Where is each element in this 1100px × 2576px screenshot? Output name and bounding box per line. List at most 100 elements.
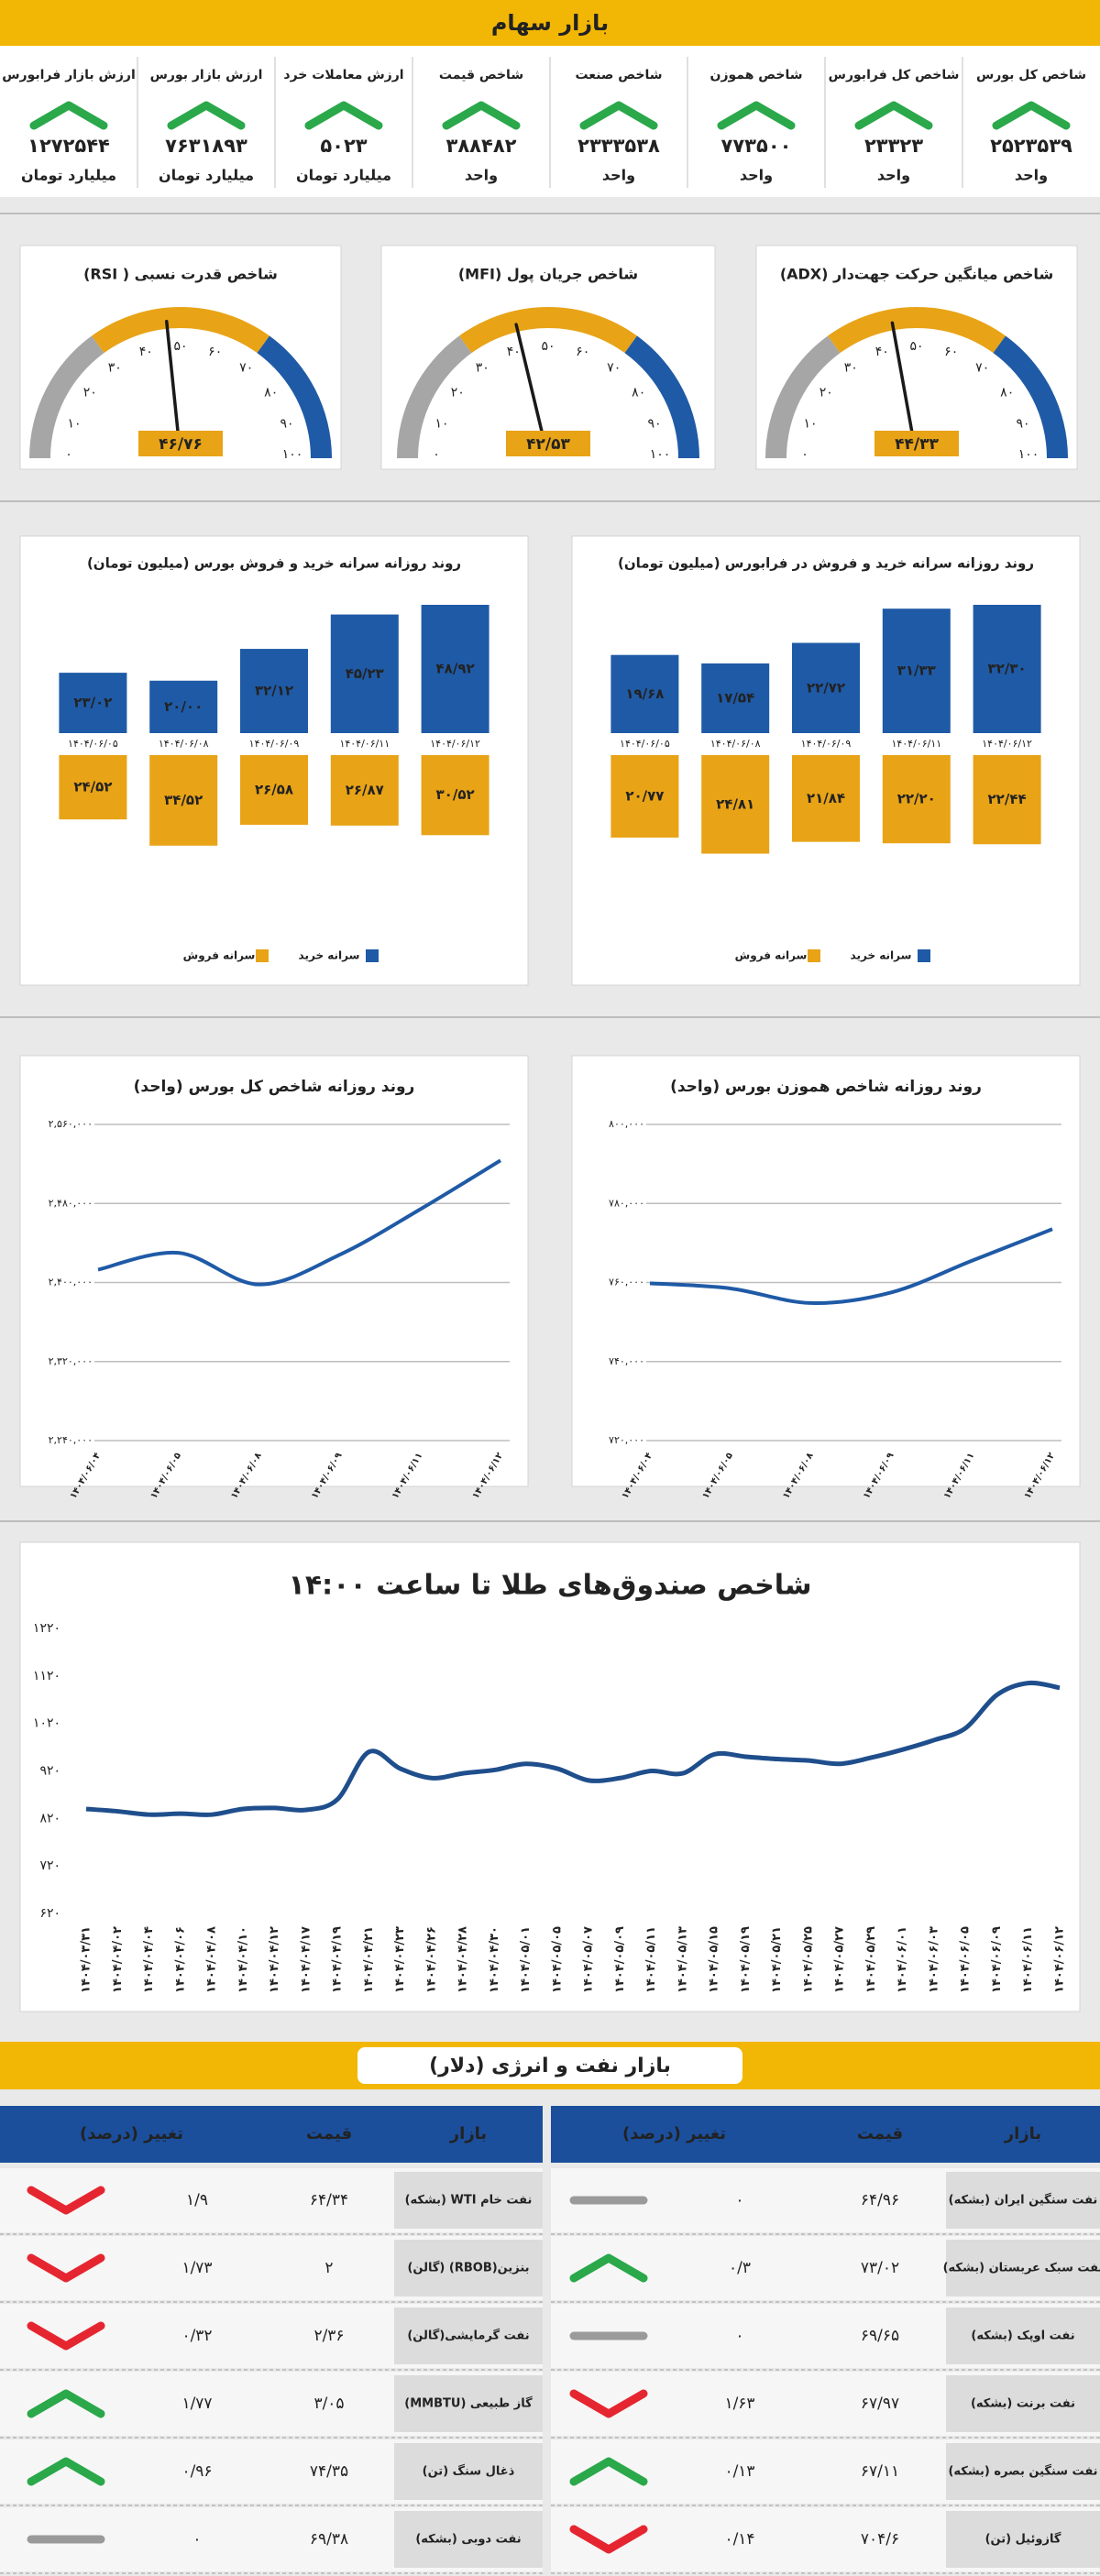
- table-header: [551, 2106, 1100, 2163]
- x-tick-label: ۱۴۰۴/۰۶/۱۱: [339, 738, 390, 750]
- gauge-tick-label: ۹۰: [280, 416, 294, 431]
- bar-value-label: ۲۴/۵۲: [73, 779, 112, 795]
- index-value: ۷۷۳۵۰۰: [721, 135, 792, 157]
- legend-swatch: [918, 949, 930, 962]
- change: ۱/۹: [186, 2191, 208, 2209]
- gauge-tick-label: ۶۰: [576, 345, 589, 359]
- gauge-value: ۴۴/۳۳: [895, 435, 939, 454]
- x-tick-label: ۱۴۰۴/۰۵/۰۹: [613, 1926, 627, 1993]
- price: ۲: [324, 2259, 333, 2277]
- x-tick-label: ۱۴۰۴/۰۴/۱۲: [268, 1926, 281, 1993]
- bar-value-label: ۳۱/۳۳: [897, 663, 936, 679]
- x-tick-label: ۱۴۰۴/۰۴/۰۴: [142, 1926, 156, 1993]
- index-value: ۳۸۸۴۸۲: [446, 135, 517, 157]
- change: ۱/۷۳: [182, 2259, 212, 2277]
- gauge-tick-label: ۹۰: [648, 416, 662, 431]
- change: ۰: [192, 2530, 201, 2549]
- x-tick-label: ۱۴۰۴/۰۶/۱۱: [891, 738, 941, 750]
- trend-arrow-up: [27, 2457, 105, 2486]
- index-name: ارزش بازار فرابورس: [2, 68, 136, 82]
- bar: [792, 755, 860, 842]
- y-tick-label: ۲,۴۸۰,۰۰۰: [49, 1197, 93, 1209]
- legend-label: سرانه فروش: [735, 949, 808, 963]
- header-bar: [0, 0, 1100, 46]
- y-tick-label: ۲,۲۴۰,۰۰۰: [49, 1434, 93, 1446]
- gauge-value-box: [874, 431, 959, 456]
- trend-arrow-up: [992, 101, 1071, 130]
- y-tick-label: ۱۰۲۰: [33, 1716, 60, 1731]
- index-unit: واحد: [602, 167, 635, 184]
- index-unit: میلیارد تومان: [159, 167, 254, 184]
- market-name: نفت سبک عربستان (بشکه): [943, 2262, 1100, 2275]
- bar: [973, 605, 1041, 733]
- index-unit: واحد: [1015, 167, 1048, 184]
- index-unit: واحد: [877, 167, 910, 184]
- market-cell: [394, 2375, 543, 2432]
- bar-value-label: ۲۰/۷۷: [625, 788, 664, 805]
- bar: [240, 649, 308, 733]
- index-name: شاخص قیمت: [439, 68, 523, 82]
- bar-value-label: ۳۲/۳۰: [988, 661, 1027, 677]
- bar-value-label: ۲۰/۰۰: [164, 698, 203, 715]
- bar: [610, 654, 679, 733]
- bar: [882, 755, 951, 844]
- market-name: ذغال سنگ (تن): [423, 2464, 515, 2479]
- gauge-band: [828, 307, 1006, 354]
- gauge-tick-label: ۱۰۰: [650, 447, 671, 462]
- x-tick-label: ۱۴۰۴/۰۵/۰۵: [550, 1926, 564, 1993]
- gauge-tick-label: ۴۰: [875, 345, 889, 359]
- bar-value-label: ۳۰/۵۲: [436, 786, 475, 803]
- index-value: ۵۰۲۳: [320, 135, 367, 157]
- price: ۶۷/۹۷: [861, 2395, 899, 2413]
- x-tick-label: ۱۴۰۴/۰۶/۱۲: [1053, 1926, 1067, 1993]
- x-tick-label: ۱۴۰۴/۰۶/۰۱: [896, 1926, 909, 1993]
- market-name: گازوئیل (تن): [985, 2532, 1062, 2547]
- chart-title: شاخص صندوق‌های طلا تا ساعت ۱۴:۰۰: [289, 1570, 812, 1602]
- market-cell: [946, 2375, 1100, 2432]
- gauge-value: ۴۲/۵۳: [526, 435, 570, 454]
- x-tick-label: ۱۴۰۴/۰۵/۰۱: [519, 1926, 533, 1993]
- change: ۰: [735, 2191, 743, 2209]
- bar: [701, 663, 770, 733]
- gauge-tick-label: ۰: [65, 447, 72, 462]
- change: ۰/۱۳: [724, 2462, 754, 2481]
- x-tick-label: ۱۴۰۴/۰۶/۰۵: [68, 738, 118, 750]
- x-tick-label: ۱۴۰۴/۰۵/۱۳: [676, 1926, 689, 1993]
- chart-title: روند روزانه شاخص هموزن بورس (واحد): [670, 1078, 982, 1096]
- bar: [973, 755, 1041, 845]
- gauge-title: شاخص میانگین حرکت جهت‌دار (ADX): [780, 266, 1053, 283]
- market-name: نفت گرمایشی(گالن): [407, 2329, 529, 2343]
- gauge-band: [993, 335, 1068, 458]
- gauge-band: [624, 335, 699, 458]
- x-tick-label: ۱۴۰۴/۰۴/۳۰: [488, 1926, 501, 1993]
- change: ۱/۶۳: [724, 2395, 754, 2413]
- chart-panel: [19, 1541, 1081, 2012]
- x-tick-label: ۱۴۰۴/۰۴/۰۸: [205, 1926, 219, 1993]
- market-cell: [946, 2307, 1100, 2364]
- line-series: [97, 1158, 502, 1287]
- price: ۶۹/۶۵: [861, 2327, 899, 2345]
- market-name: نفت خام WTI (بشکه): [405, 2194, 533, 2208]
- trend-arrow-down: [27, 2253, 105, 2283]
- bar-value-label: ۴۸/۹۲: [436, 661, 475, 677]
- legend-label: سرانه خرید: [299, 949, 360, 962]
- y-tick-label: ۷۴۰,۰۰۰: [609, 1355, 644, 1367]
- gauge-tick-label: ۴۰: [139, 345, 153, 359]
- trend-arrow-up: [717, 101, 796, 130]
- gauge-tick-label: ۰: [433, 447, 440, 462]
- gauge-tick-label: ۱۰: [803, 416, 817, 431]
- trend-arrow-up: [167, 101, 246, 130]
- gauge-title: شاخص جریان پول (MFI): [458, 266, 638, 284]
- x-tick-label: ۱۴۰۴/۰۶/۰۵: [620, 738, 670, 750]
- bar-value-label: ۲۲/۲۰: [897, 791, 936, 807]
- gauge-tick-label: ۸۰: [632, 385, 645, 400]
- table-header-label: قیمت: [857, 2124, 903, 2143]
- market-cell: [394, 2511, 543, 2568]
- gauge-tick-label: ۶۰: [208, 345, 222, 359]
- market-name: گاز طبیعی (MMBTU): [404, 2396, 533, 2411]
- bar-value-label: ۲۲/۴۴: [988, 791, 1027, 807]
- gauge-band: [29, 335, 104, 458]
- gauge-tick-label: ۱۰: [434, 416, 448, 431]
- gauge-tick-label: ۵۰: [909, 339, 923, 354]
